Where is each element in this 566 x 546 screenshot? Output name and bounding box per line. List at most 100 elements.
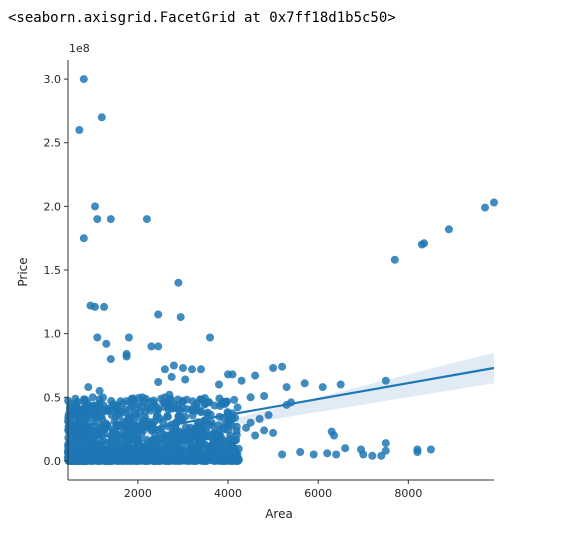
data-point xyxy=(138,393,147,402)
data-point xyxy=(124,333,133,342)
data-point xyxy=(260,392,269,400)
data-point xyxy=(180,456,189,465)
data-point xyxy=(75,433,84,442)
data-point xyxy=(145,453,154,462)
data-point xyxy=(196,407,205,416)
data-point xyxy=(188,411,197,420)
data-point xyxy=(154,378,163,386)
data-point xyxy=(206,333,214,342)
data-point xyxy=(251,371,260,380)
data-point xyxy=(133,403,142,412)
data-point xyxy=(136,442,145,451)
y-offset-label: 1e8 xyxy=(69,42,90,55)
data-point xyxy=(132,410,141,419)
data-point xyxy=(269,428,278,437)
data-point xyxy=(336,380,345,389)
data-point xyxy=(84,442,93,451)
data-point xyxy=(242,423,251,432)
data-point xyxy=(141,413,150,421)
data-point xyxy=(176,313,185,322)
data-point xyxy=(269,364,278,372)
y-tick-label: 3.0 xyxy=(44,73,62,86)
data-point xyxy=(139,456,147,465)
data-points-layer xyxy=(64,75,498,465)
data-point xyxy=(196,425,205,433)
data-point xyxy=(147,342,156,351)
data-point xyxy=(381,446,390,455)
data-point xyxy=(88,427,97,436)
data-point xyxy=(208,421,217,430)
data-point xyxy=(246,393,255,402)
data-point xyxy=(94,456,102,465)
data-point xyxy=(103,438,112,447)
data-point xyxy=(163,412,172,421)
data-point xyxy=(126,456,135,465)
data-point xyxy=(84,383,93,392)
data-point xyxy=(156,414,164,423)
data-point xyxy=(282,383,291,392)
data-point xyxy=(100,456,109,465)
data-point xyxy=(142,215,151,224)
data-point xyxy=(332,450,341,459)
regression-line xyxy=(67,366,495,445)
data-point xyxy=(231,413,240,422)
data-point xyxy=(192,399,201,408)
data-point xyxy=(381,439,390,448)
data-point xyxy=(169,431,178,440)
data-point xyxy=(79,454,88,463)
data-point xyxy=(204,432,213,441)
y-tick-label: 0.0 xyxy=(44,455,62,468)
data-point xyxy=(341,444,350,453)
data-point xyxy=(154,342,163,351)
data-point xyxy=(91,202,99,211)
data-point xyxy=(66,444,75,452)
data-point xyxy=(154,310,163,319)
data-point xyxy=(82,412,91,421)
data-point xyxy=(111,447,119,456)
data-point xyxy=(359,450,368,459)
data-point xyxy=(213,445,222,454)
data-point xyxy=(129,434,138,443)
data-point xyxy=(88,393,97,402)
data-point xyxy=(115,435,124,443)
data-point xyxy=(255,414,264,423)
data-point xyxy=(330,431,338,440)
data-point xyxy=(237,376,246,385)
data-point xyxy=(230,395,239,404)
data-point xyxy=(232,431,241,439)
data-point xyxy=(174,449,183,458)
data-point xyxy=(75,126,84,134)
data-point xyxy=(232,422,241,431)
data-point xyxy=(264,411,273,420)
data-point xyxy=(74,419,83,428)
data-point xyxy=(296,448,305,456)
data-point xyxy=(116,444,125,453)
data-point xyxy=(300,379,309,388)
data-point xyxy=(180,428,189,437)
data-point xyxy=(188,454,197,463)
data-point xyxy=(93,333,102,342)
cell-output-text: <seaborn.axisgrid.FacetGrid at 0x7ff18d1… xyxy=(8,10,396,26)
regression-layer xyxy=(67,366,495,445)
data-point xyxy=(137,420,146,429)
data-point xyxy=(177,442,186,451)
data-point xyxy=(188,365,196,374)
data-point xyxy=(119,420,128,429)
data-point xyxy=(95,395,104,404)
data-point xyxy=(95,400,104,409)
data-point xyxy=(122,352,131,361)
y-tick-label: 2.5 xyxy=(44,137,62,150)
data-point xyxy=(100,421,109,429)
y-tick-label: 1.5 xyxy=(44,264,62,277)
data-point xyxy=(131,447,140,456)
data-point xyxy=(169,361,178,370)
data-point xyxy=(97,446,106,455)
data-point xyxy=(161,442,170,451)
data-point xyxy=(426,445,435,454)
data-point xyxy=(228,370,237,379)
data-point xyxy=(278,362,287,371)
data-point xyxy=(318,383,327,392)
data-point xyxy=(225,418,234,427)
data-point xyxy=(210,428,219,437)
